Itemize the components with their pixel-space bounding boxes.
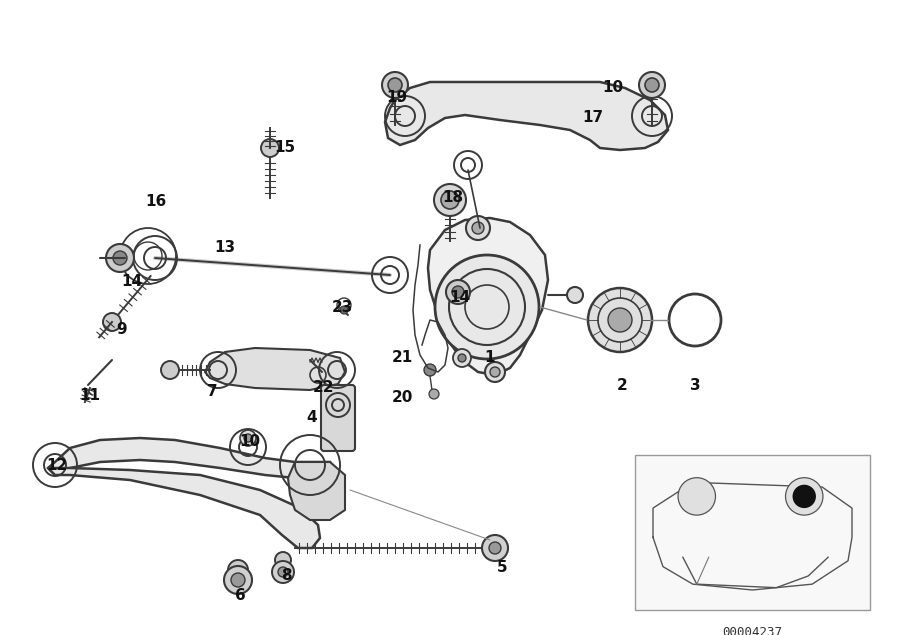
Text: 14: 14	[122, 274, 142, 290]
Text: 1: 1	[485, 351, 495, 366]
Circle shape	[388, 78, 402, 92]
Circle shape	[424, 364, 436, 376]
Circle shape	[490, 367, 500, 377]
Text: 8: 8	[281, 568, 292, 582]
Circle shape	[567, 287, 583, 303]
Text: 19: 19	[386, 91, 408, 105]
Text: 14: 14	[449, 290, 471, 305]
Circle shape	[482, 535, 508, 561]
Circle shape	[434, 184, 466, 216]
Circle shape	[106, 244, 134, 272]
Circle shape	[278, 567, 288, 577]
Text: 20: 20	[392, 391, 413, 406]
Text: 2: 2	[616, 377, 627, 392]
Text: 7: 7	[207, 385, 217, 399]
Polygon shape	[48, 438, 330, 478]
Circle shape	[240, 430, 256, 446]
Circle shape	[678, 478, 716, 515]
Circle shape	[446, 280, 470, 304]
Text: 21: 21	[392, 351, 412, 366]
Circle shape	[645, 78, 659, 92]
Text: 6: 6	[235, 587, 246, 603]
Circle shape	[113, 251, 127, 265]
Circle shape	[608, 308, 632, 332]
Circle shape	[244, 434, 252, 442]
Circle shape	[452, 286, 464, 298]
Circle shape	[793, 485, 816, 508]
Text: 13: 13	[214, 241, 236, 255]
Text: 9: 9	[117, 323, 127, 337]
Circle shape	[466, 216, 490, 240]
Text: 3: 3	[689, 377, 700, 392]
Text: 18: 18	[443, 190, 464, 206]
Polygon shape	[385, 82, 668, 150]
Polygon shape	[288, 462, 345, 520]
Text: 10: 10	[239, 434, 261, 450]
Circle shape	[453, 349, 471, 367]
Circle shape	[275, 552, 291, 568]
Circle shape	[435, 255, 539, 359]
Circle shape	[103, 313, 121, 331]
Circle shape	[489, 542, 501, 554]
Circle shape	[231, 573, 245, 587]
Circle shape	[228, 560, 248, 580]
Polygon shape	[205, 348, 345, 390]
Text: 16: 16	[146, 194, 166, 210]
Circle shape	[639, 72, 665, 98]
Text: 23: 23	[331, 300, 353, 316]
Text: 00004237: 00004237	[723, 626, 782, 635]
Circle shape	[429, 389, 439, 399]
FancyBboxPatch shape	[321, 385, 355, 451]
Circle shape	[224, 566, 252, 594]
Circle shape	[588, 288, 652, 352]
Text: 11: 11	[79, 387, 101, 403]
Text: 12: 12	[47, 457, 68, 472]
Circle shape	[441, 191, 459, 209]
Circle shape	[261, 139, 279, 157]
Text: 15: 15	[274, 140, 295, 156]
Circle shape	[472, 222, 484, 234]
Circle shape	[786, 478, 823, 515]
Circle shape	[458, 354, 466, 362]
Text: 5: 5	[497, 561, 508, 575]
Circle shape	[485, 362, 505, 382]
Text: 17: 17	[582, 110, 604, 126]
Circle shape	[340, 306, 348, 314]
Polygon shape	[48, 468, 320, 548]
Circle shape	[382, 72, 408, 98]
Bar	[635, 455, 870, 610]
Text: 10: 10	[602, 81, 624, 95]
Circle shape	[161, 361, 179, 379]
Text: 4: 4	[307, 410, 318, 425]
Text: 22: 22	[312, 380, 334, 396]
Circle shape	[272, 561, 294, 583]
Polygon shape	[428, 218, 548, 375]
